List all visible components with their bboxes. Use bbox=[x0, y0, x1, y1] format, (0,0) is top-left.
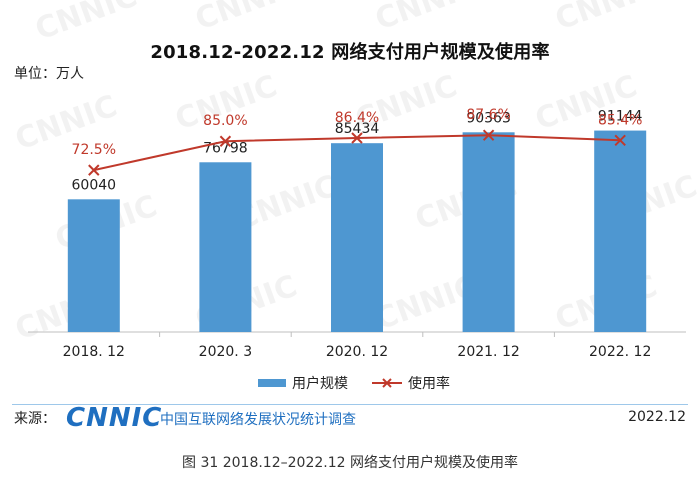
bar-value-label: 60040 bbox=[72, 177, 117, 193]
legend-line-swatch bbox=[372, 378, 402, 388]
source-date: 2022.12 bbox=[628, 409, 686, 425]
usage-rate-label: 86.4% bbox=[335, 110, 379, 126]
usage-rate-label: 72.5% bbox=[72, 142, 116, 158]
source-description: 中国互联网络发展状况统计调查 bbox=[160, 412, 356, 428]
chart-panel: CNNIC CNNIC CNNIC CNNIC CNNIC CNNIC CNNIC CNNIC… bbox=[0, 0, 700, 433]
cnnic-logo: CNNIC bbox=[66, 403, 163, 433]
legend-item-line: 使用率 bbox=[372, 373, 450, 393]
usage-rate-label: 85.4% bbox=[598, 112, 642, 128]
legend-line-label: 使用率 bbox=[408, 376, 450, 392]
unit-label: 单位：万人 bbox=[14, 66, 84, 82]
bar-value-label: 76798 bbox=[203, 140, 248, 156]
usage-rate-point bbox=[351, 132, 363, 144]
chart-canvas: 60040 2018. 12 76798 2020. 3 85434 2020. 12 90… bbox=[28, 107, 686, 360]
bar bbox=[331, 143, 383, 332]
usage-rate-point bbox=[482, 129, 495, 141]
usage-rate-point bbox=[614, 134, 626, 147]
footer-divider bbox=[12, 404, 688, 405]
bar-value-label: 85434 bbox=[335, 121, 380, 137]
bar bbox=[462, 132, 515, 332]
usage-rate-label: 85.0% bbox=[203, 113, 247, 129]
source-label: 来源： bbox=[14, 411, 56, 427]
usage-rate-point bbox=[88, 164, 100, 176]
chart-title: 2018.12-2022.12 网络支付用户规模及使用率 bbox=[150, 42, 550, 63]
x-tick-label: 2020. 12 bbox=[326, 344, 388, 360]
bar-value-label: 91144 bbox=[598, 109, 643, 125]
x-tick-label: 2021. 12 bbox=[457, 344, 519, 360]
usage-rate-label: 87.6% bbox=[466, 107, 510, 123]
bar bbox=[67, 199, 120, 332]
bar bbox=[199, 162, 252, 332]
legend-bar-label: 用户规模 bbox=[292, 376, 348, 392]
x-tick-label: 2018. 12 bbox=[63, 344, 125, 360]
legend: 用户规模 使用率 bbox=[0, 373, 700, 397]
usage-rate-point bbox=[219, 135, 232, 147]
x-tick-label: 2022. 12 bbox=[589, 344, 651, 360]
legend-bar-swatch bbox=[258, 379, 286, 387]
x-tick-label: 2020. 3 bbox=[199, 344, 252, 360]
bar-value-label: 90363 bbox=[466, 110, 511, 126]
bar bbox=[594, 130, 647, 332]
figure-caption: 图 31 2018.12–2022.12 网络支付用户规模及使用率 bbox=[182, 455, 518, 471]
legend-item-bar: 用户规模 bbox=[258, 373, 348, 393]
